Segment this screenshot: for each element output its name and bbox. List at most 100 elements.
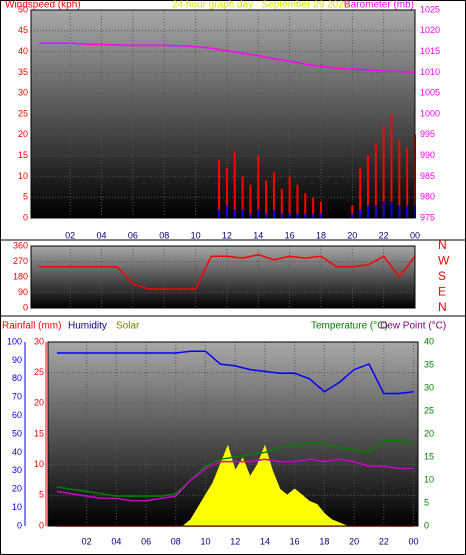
y2-tick-label: 25 [424,405,434,415]
y2-tick-label: W [438,254,450,268]
wind-bar [319,213,322,218]
y2-tick-label: 985 [420,171,435,181]
y-tick-label: 35 [18,67,28,77]
y2-tick-label: 1020 [420,25,440,35]
y-tick-label: 10 [18,171,28,181]
y2-tick-label: S [438,269,446,283]
y2-tick-label: 1025 [420,4,440,14]
wind-bar [225,168,228,218]
wind-bar [359,168,362,218]
header-label: 24 hour graph day : September 29 2026 [172,0,350,11]
wind-bar [398,138,401,218]
series-line [56,350,414,395]
x-tick-label: 20 [349,536,359,546]
plot-border [30,9,416,219]
wind-bar [359,209,362,218]
header-label: Windspeed (kph) [5,0,81,11]
y3-tick-label: 10 [12,502,22,512]
wind-bar [249,184,252,218]
wind-bar [296,213,299,218]
wind-bar [257,209,260,218]
y-tick-label: 15 [34,428,44,438]
y2-tick-label: 1005 [420,88,440,98]
y2-tick-label: N [438,238,447,252]
y3-tick-label: 90 [12,355,22,365]
x-tick-label: 20 [347,230,357,240]
wind-bar [280,188,283,218]
wind-bar [390,114,393,218]
x-tick-label: 16 [285,230,295,240]
wind-bar [374,205,377,218]
y2-tick-label: 5 [424,497,429,507]
y-tick-label: 360 [13,240,28,250]
x-tick-label: 06 [128,230,138,240]
header-label: Temperature (°C) [311,321,388,332]
header-label: Humidity [68,321,107,332]
wind-bar [398,205,401,218]
wind-bar [312,197,315,218]
wind-bar [304,213,307,218]
y2-tick-label: 35 [424,359,434,369]
x-tick-label: 12 [230,536,240,546]
wind-bar [366,205,369,218]
y2-tick-label: 1015 [420,46,440,56]
y3-tick-label: 30 [12,465,22,475]
plot-border [30,245,416,309]
header-label: Rainfall (mm) [2,321,61,332]
wind-bar [218,209,221,218]
y2-tick-label: 40 [424,336,434,346]
x-tick-label: 10 [201,536,211,546]
x-tick-label: 08 [171,536,181,546]
y2-tick-label: 30 [424,382,434,392]
y-tick-label: 45 [18,25,28,35]
y-tick-label: 30 [18,88,28,98]
y2-tick-label: 10 [424,474,434,484]
y2-tick-label: 20 [424,428,434,438]
y3-tick-label: 20 [12,484,22,494]
wind-bar [241,209,244,218]
wind-bar [265,213,268,218]
wind-bar [280,213,283,218]
x-tick-label: 22 [379,536,389,546]
y2-tick-label: 975 [420,212,435,222]
y-tick-label: 90 [18,287,28,297]
series-line [38,42,416,74]
wind-bar [233,209,236,218]
wind-bar [272,172,275,218]
y2-tick-label: 990 [420,150,435,160]
wind-bar [351,205,354,218]
wind-bar [406,147,409,218]
y2-tick-label: 0 [424,520,429,530]
wind-bar [218,159,221,218]
wind-bar [312,213,315,218]
y-tick-label: 0 [23,302,28,312]
y-tick-label: 10 [34,459,44,469]
series-line [56,440,414,497]
wind-bar [272,209,275,218]
x-tick-label: 00 [409,536,419,546]
wind-bar [288,176,291,218]
y-tick-label: 50 [18,4,28,14]
y2-tick-label: 980 [420,192,435,202]
wind-bar [390,201,393,218]
wind-bar [406,205,409,218]
x-tick-label: 08 [159,230,169,240]
y3-tick-label: 80 [12,373,22,383]
wind-bar [382,201,385,218]
x-tick-label: 02 [82,536,92,546]
y-tick-label: 180 [13,271,28,281]
header-label: Dew Point (°C) [380,321,446,332]
wind-bar [288,213,291,218]
y-tick-label: 25 [34,367,44,377]
y-tick-label: 20 [18,129,28,139]
wind-bar [304,193,307,218]
wind-bar [374,143,377,218]
wind-bar [319,201,322,218]
y-tick-label: 0 [39,520,44,530]
series-line [38,253,416,290]
wind-bar [382,126,385,218]
x-tick-label: 22 [379,230,389,240]
wind-bar [249,213,252,218]
x-tick-label: 16 [290,536,300,546]
